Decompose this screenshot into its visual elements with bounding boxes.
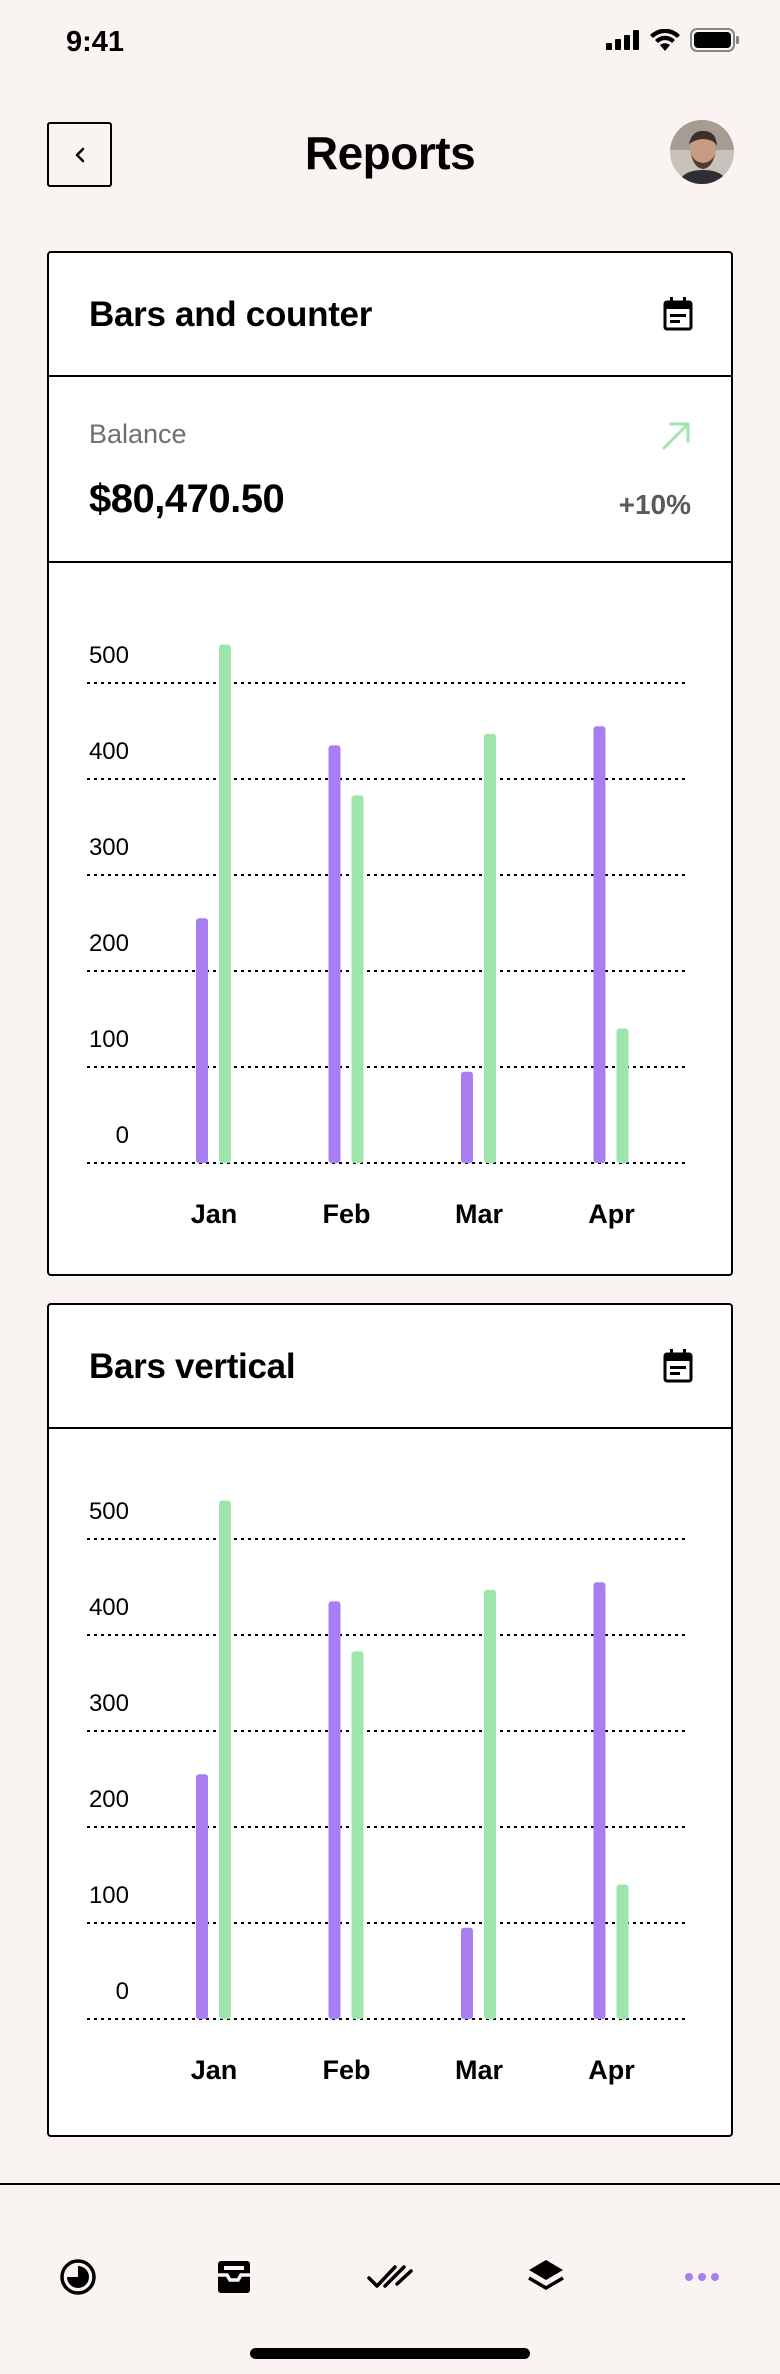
bar (616, 1028, 629, 1163)
balance-value: $80,470.50 (89, 477, 285, 521)
bar (461, 1071, 473, 1163)
y-tick-label: 0 (116, 1122, 129, 1149)
calendar-icon[interactable] (663, 1349, 693, 1383)
bar (593, 726, 606, 1163)
y-tick-label: 200 (89, 930, 129, 957)
y-tick-label: 0 (116, 1978, 129, 2005)
y-tick-label: 200 (89, 1786, 129, 1813)
chevron-left-icon (75, 147, 84, 162)
trend-up-icon (662, 422, 690, 450)
card-bars-and-counter: Bars and counter Balance $80,470.50 +10%… (47, 251, 733, 1276)
bar (219, 1500, 231, 2019)
balance-label: Balance (89, 419, 187, 449)
card-title: Bars and counter (89, 295, 373, 334)
x-tick-label: Mar (455, 2055, 504, 2085)
inbox-icon (218, 2261, 250, 2293)
bar (351, 795, 364, 1163)
chart-1: 0 100 200 300 400 500 Jan Feb Mar Apr (49, 563, 731, 1272)
status-time: 9:41 (66, 26, 125, 58)
card-bars-vertical: Bars vertical 0 100 200 300 400 500 Jan Feb Mar A… (47, 1303, 733, 2137)
avatar[interactable] (670, 120, 734, 184)
home-indicator (250, 2348, 530, 2359)
tab-bar (0, 2183, 780, 2374)
x-tick-label: Feb (322, 2055, 370, 2085)
page-title: Reports (304, 127, 476, 179)
bar-chart: 0 100 200 300 400 500 Jan Feb Mar Apr (87, 1498, 689, 2085)
y-tick-label: 400 (89, 738, 129, 765)
chart-2: 0 100 200 300 400 500 Jan Feb Mar Apr (49, 1429, 731, 2133)
bar (461, 1927, 473, 2019)
balance-counter: Balance $80,470.50 +10% (49, 377, 731, 563)
bar (219, 644, 231, 1163)
balance-change: +10% (618, 489, 691, 520)
bar (593, 1582, 606, 2019)
layers-icon (528, 2260, 564, 2290)
tab-layers[interactable] (516, 2247, 576, 2307)
card-header: Bars and counter (49, 253, 731, 377)
avatar-image (670, 120, 734, 184)
y-tick-label: 100 (89, 1882, 129, 1909)
calendar-icon[interactable] (663, 297, 693, 331)
back-button[interactable] (47, 122, 112, 187)
bar (351, 1651, 364, 2019)
bar (196, 1774, 208, 2019)
x-tick-label: Feb (322, 1199, 370, 1229)
clock-icon (60, 2259, 96, 2295)
bar (328, 1601, 341, 2019)
bar (616, 1884, 629, 2019)
y-tick-label: 100 (89, 1026, 129, 1053)
double-check-icon (367, 2265, 413, 2288)
bar (484, 1589, 496, 2019)
wifi-icon (650, 29, 680, 51)
x-tick-label: Jan (191, 2055, 238, 2085)
bar-chart: 0 100 200 300 400 500 Jan Feb Mar Apr (87, 642, 689, 1229)
status-bar: 9:41 (0, 0, 780, 90)
tab-more[interactable] (672, 2247, 732, 2307)
y-tick-label: 500 (89, 1498, 129, 1525)
x-tick-label: Apr (588, 1199, 635, 1229)
bar (484, 733, 496, 1163)
x-tick-label: Jan (191, 1199, 238, 1229)
y-tick-label: 400 (89, 1594, 129, 1621)
bar (196, 918, 208, 1163)
y-tick-label: 300 (89, 834, 129, 861)
status-icons (606, 28, 740, 52)
tab-inbox[interactable] (204, 2247, 264, 2307)
y-tick-label: 300 (89, 1690, 129, 1717)
card-title: Bars vertical (89, 1347, 296, 1386)
x-tick-label: Apr (588, 2055, 635, 2085)
signal-icon (606, 30, 639, 50)
tab-clock[interactable] (48, 2247, 108, 2307)
tab-completed[interactable] (360, 2247, 420, 2307)
bar (328, 745, 341, 1163)
more-icon (685, 2273, 719, 2281)
x-tick-label: Mar (455, 1199, 504, 1229)
y-tick-label: 500 (89, 642, 129, 669)
card-header: Bars vertical (49, 1305, 731, 1429)
battery-icon (690, 28, 739, 52)
app-header: Reports (0, 118, 780, 192)
